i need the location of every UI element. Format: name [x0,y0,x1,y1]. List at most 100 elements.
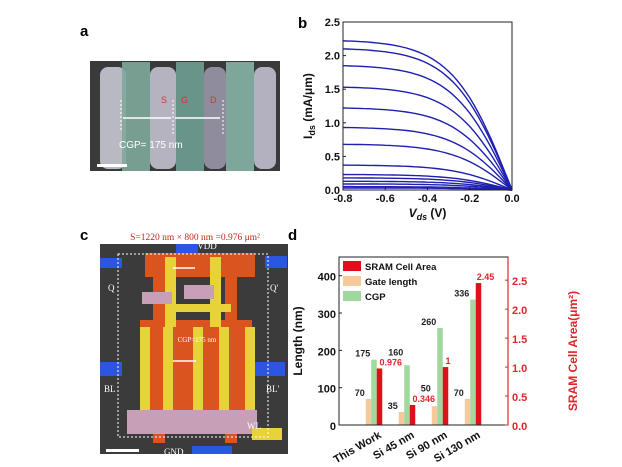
cgp-annotation: CGP= 175 nm [119,140,183,151]
bar-sram-cell-area [376,368,383,425]
bar-cgp [470,299,476,425]
y-axis-label-sub: ds [307,125,317,136]
data-label: 175 [355,349,370,359]
data-label: 1 [446,356,451,366]
iv-curve [342,48,513,191]
y-right-axis-label: SRAM Cell Area(μm²) [566,291,580,411]
x-axis-label: Vds (V) [409,206,447,222]
iv-curve [342,173,513,191]
cell-boundary [117,253,269,438]
y-tick-label: 100 [318,384,336,396]
y-axis-label: Length (nm) [291,306,305,375]
data-label: 35 [388,401,398,411]
y-tick-label: 0.5 [325,151,340,163]
data-label: 260 [421,317,436,327]
cell-area-title: S=1220 nm × 800 nm =0.976 μm² [130,233,260,243]
y-tick-label: 200 [318,346,336,358]
data-label: 70 [454,388,464,398]
legend-swatch [343,261,361,271]
data-label: 2.45 [477,272,495,282]
bar-sram-cell-area [409,404,416,425]
scale-bar [97,164,127,167]
legend-label: CGP [365,292,386,303]
data-label: 160 [388,347,403,357]
bar-gate-length [464,398,471,425]
data-label: 336 [454,289,469,299]
iv-curve [343,180,513,191]
iv-chart: -0.8 -0.6 -0.4 -0.2 0.0 0.0 0.5 1.0 1.5 2.0 2.5 Vds… [301,17,520,222]
y-right-tick-label: 1.0 [512,363,527,375]
iv-curve [342,164,513,191]
y-right-tick-label: 1.5 [512,334,527,346]
x-tick-label: 0.0 [504,193,519,205]
node-bl: BL [104,384,116,394]
bar-gate-length [398,411,405,425]
iv-curve [343,177,513,191]
sem-image-a [90,61,280,171]
bar-gate-length [431,406,438,425]
iv-curve [342,107,513,191]
y-axis-label: Ids (mA/μm) [301,73,317,139]
y-right-tick-label: 2.0 [512,305,527,317]
x-tick-label: -0.6 [376,193,395,205]
iv-curve [343,183,513,191]
y-tick-label: 2.0 [325,51,340,63]
data-label: 0.346 [413,394,436,404]
legend-swatch [343,291,361,301]
data-label: 70 [355,388,365,398]
bar-sram-cell-area [475,283,482,425]
panel-label-b: b [298,15,307,32]
y-tick-label: 0 [330,421,336,433]
fin-stripe [254,67,276,169]
x-axis-label-main: V [409,206,418,220]
x-tick-label: -0.4 [418,193,438,205]
cgp-annotation-c: CGP=175 nm [178,336,217,344]
legend-label: SRAM Cell Area [365,262,437,273]
bar-cgp [371,359,377,425]
scale-bar [106,449,139,452]
x-tick-label: -0.2 [460,193,479,205]
node-q-prime: Q' [270,283,278,293]
y-tick-label: 400 [318,272,336,284]
node-q: Q [108,283,115,293]
panel-label-c: c [80,227,88,244]
gate-stripe [226,62,254,171]
panel-label-d: d [288,227,297,244]
node-wl: WL [247,421,261,431]
iv-curve [342,65,513,191]
region-label-g: G [181,95,188,105]
y-right-tick-label: 0.0 [512,421,527,433]
node-bl-prime: BL' [266,384,280,394]
y-axis-label-main: I [301,136,315,139]
data-label: 0.976 [380,357,403,367]
y-tick-label: 300 [318,309,336,321]
x-tick-label: -0.8 [334,193,353,205]
x-axis-label-sub: ds [417,212,428,222]
bar-sram-cell-area [442,367,449,425]
x-axis-label-unit: (V) [427,206,446,220]
region-label-d: D [210,95,217,105]
fin-stripe [100,67,126,169]
y-tick-label: 2.5 [325,17,340,29]
gate-stripe [176,62,204,171]
node-vdd: VDD [197,241,217,251]
gate-stripe [122,62,150,171]
data-label: 50 [421,383,431,393]
iv-curve [342,40,513,191]
panel-label-a: a [80,23,89,40]
legend-label: Gate length [365,277,417,288]
bar-gate-length [365,398,372,425]
iv-curve [342,126,513,191]
y-right-tick-label: 0.5 [512,392,527,404]
y-tick-label: 1.5 [325,84,340,96]
legend-swatch [343,276,361,286]
node-gnd: GND [164,447,184,457]
iv-curve [342,86,513,191]
y-right-tick-label: 2.5 [512,276,527,288]
bar-cgp [437,327,443,425]
y-axis-label-unit: (mA/μm) [301,73,315,125]
y-tick-label: 0.0 [325,185,340,197]
